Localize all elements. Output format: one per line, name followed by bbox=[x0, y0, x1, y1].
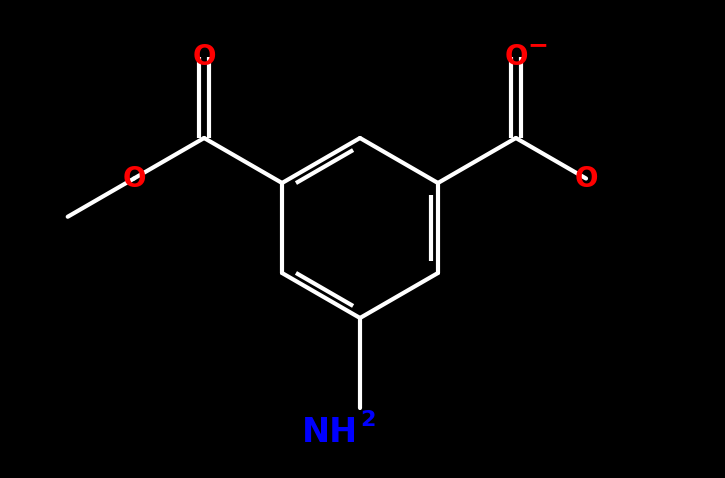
Text: 2: 2 bbox=[360, 410, 376, 430]
Text: O: O bbox=[574, 164, 598, 193]
Text: O: O bbox=[123, 164, 146, 193]
Text: NH: NH bbox=[302, 416, 358, 449]
Text: O: O bbox=[504, 43, 528, 71]
Text: O: O bbox=[192, 43, 216, 71]
Text: −: − bbox=[527, 33, 548, 57]
